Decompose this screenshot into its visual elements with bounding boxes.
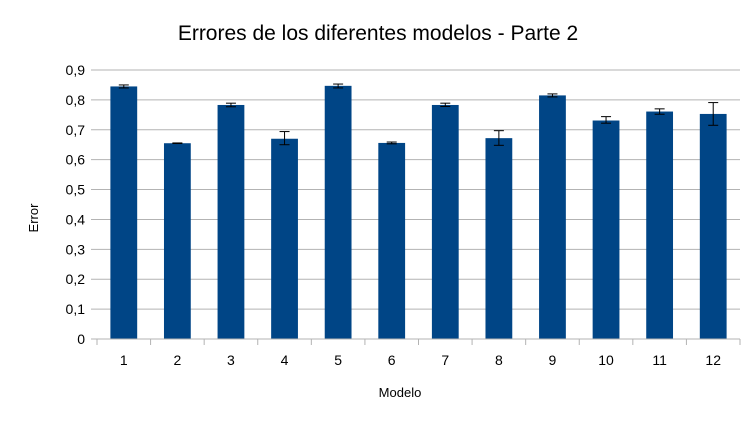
x-tick-label: 9 bbox=[549, 352, 557, 368]
y-axis-label: Error bbox=[26, 203, 41, 233]
y-tick-label: 0,1 bbox=[66, 301, 86, 317]
y-tick-label: 0,3 bbox=[66, 241, 86, 257]
x-tick-label: 12 bbox=[705, 352, 721, 368]
y-tick-label: 0,2 bbox=[66, 271, 86, 287]
error-bar bbox=[279, 131, 290, 146]
error-bar bbox=[654, 108, 665, 115]
x-tick-label: 6 bbox=[388, 352, 396, 368]
error-bars bbox=[118, 83, 719, 146]
y-tick-label: 0,6 bbox=[66, 152, 86, 168]
error-bar bbox=[118, 84, 129, 89]
gridlines bbox=[91, 69, 740, 340]
chart-title: Errores de los diferentes modelos - Part… bbox=[178, 22, 578, 45]
bar bbox=[699, 113, 727, 339]
x-axis-ticks: 1 2 3 4 5 6 7 8 9 10 11 12 bbox=[96, 339, 741, 368]
error-bar bbox=[333, 83, 344, 89]
bar bbox=[271, 138, 298, 339]
x-tick-label: 1 bbox=[120, 352, 128, 368]
bar bbox=[324, 85, 352, 339]
x-tick-label: 10 bbox=[598, 352, 614, 368]
error-bar bbox=[225, 102, 236, 108]
bar bbox=[217, 104, 245, 339]
y-tick-label: 0,9 bbox=[66, 62, 86, 78]
x-tick-label: 7 bbox=[441, 352, 449, 368]
x-axis-label: Modelo bbox=[379, 385, 422, 400]
y-axis-ticks: 0 0,1 0,2 0,3 0,4 0,5 0,6 0,7 0,8 0,9 bbox=[66, 62, 86, 347]
error-bar bbox=[601, 116, 612, 124]
bar bbox=[110, 86, 138, 339]
error-bar bbox=[386, 141, 397, 145]
bar bbox=[378, 142, 406, 339]
y-tick-label: 0,8 bbox=[66, 92, 86, 108]
bar bbox=[539, 95, 566, 340]
error-bar bbox=[440, 102, 451, 107]
bar bbox=[163, 143, 191, 339]
x-tick-label: 2 bbox=[173, 352, 181, 368]
x-tick-label: 5 bbox=[334, 352, 342, 368]
error-bar bbox=[708, 102, 719, 126]
bar bbox=[485, 138, 513, 339]
bar bbox=[592, 120, 620, 339]
x-tick-label: 11 bbox=[652, 352, 667, 368]
y-tick-label: 0 bbox=[77, 331, 85, 347]
bars bbox=[110, 85, 727, 340]
x-tick-label: 4 bbox=[281, 352, 289, 368]
x-tick-label: 8 bbox=[495, 352, 503, 368]
error-bar bbox=[493, 130, 504, 146]
bar bbox=[431, 104, 459, 339]
bar bbox=[646, 111, 674, 339]
y-tick-label: 0,4 bbox=[66, 211, 86, 227]
error-bar bbox=[172, 142, 183, 145]
x-tick-label: 3 bbox=[227, 352, 235, 368]
y-tick-label: 0,7 bbox=[66, 122, 86, 138]
error-bar bbox=[547, 93, 558, 98]
y-tick-label: 0,5 bbox=[66, 182, 86, 198]
